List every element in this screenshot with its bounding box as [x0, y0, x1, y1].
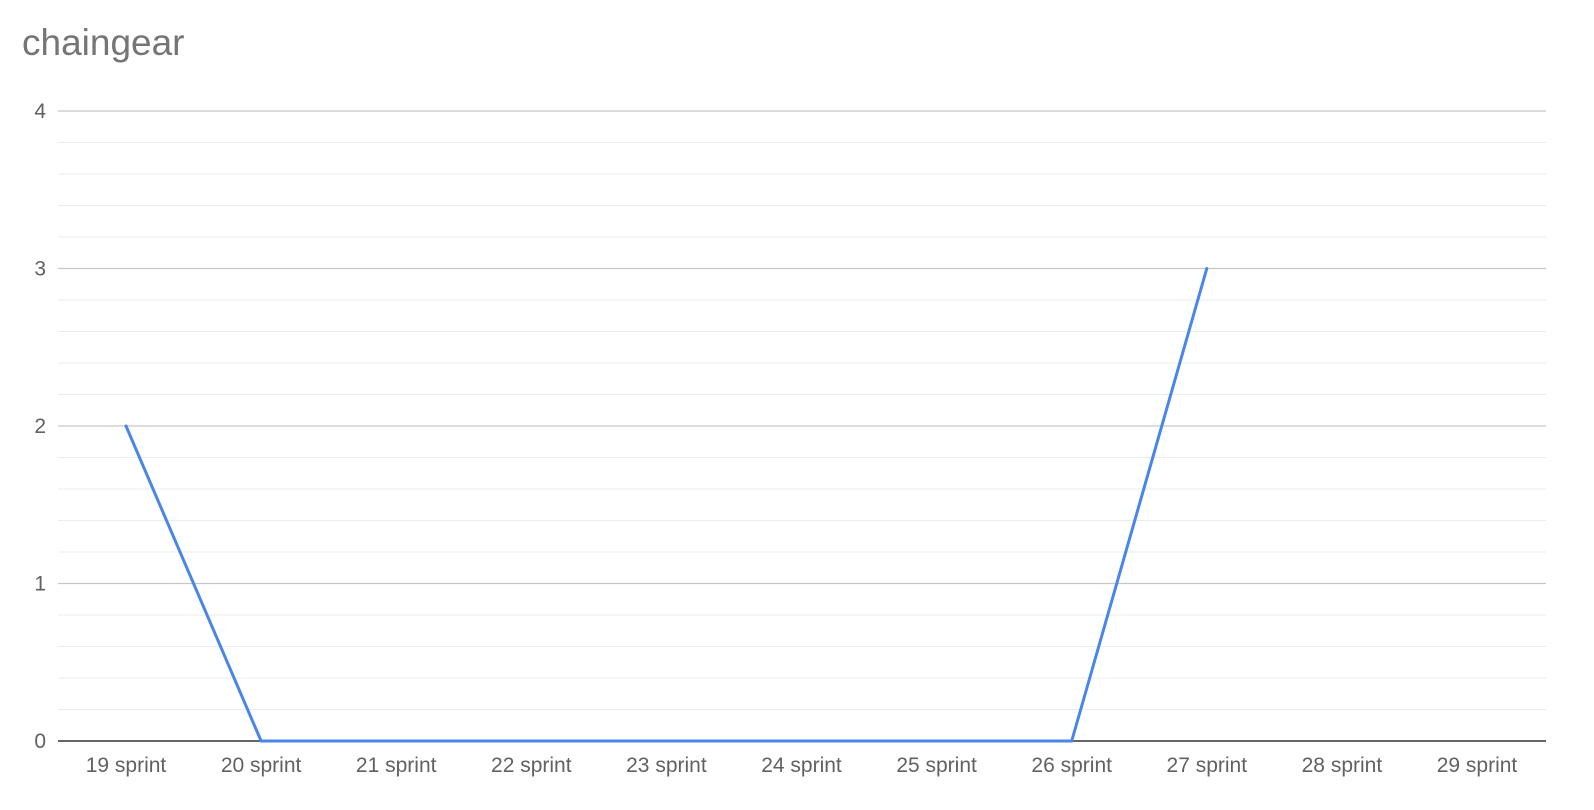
- y-tick-label: 2: [34, 415, 46, 438]
- y-tick-label: 0: [34, 730, 46, 753]
- series-layer: [124, 267, 1209, 743]
- y-axis-tick-labels: 0 1 2 3 4: [34, 100, 46, 753]
- x-tick-label: 25 sprint: [896, 754, 977, 777]
- y-tick-label: 1: [34, 573, 46, 596]
- gridlines: [58, 110, 1546, 742]
- x-tick-label: 27 sprint: [1167, 754, 1248, 777]
- data-point: [394, 739, 398, 743]
- x-tick-label: 24 sprint: [761, 754, 842, 777]
- x-tick-label: 26 sprint: [1031, 754, 1112, 777]
- data-point: [1205, 267, 1209, 270]
- x-tick-label: 29 sprint: [1437, 754, 1518, 777]
- y-tick-label: 4: [34, 100, 46, 123]
- x-tick-label: 21 sprint: [356, 754, 437, 777]
- data-point: [664, 739, 668, 743]
- data-point: [935, 739, 939, 743]
- x-tick-label: 23 sprint: [626, 754, 707, 777]
- x-tick-label: 19 sprint: [86, 754, 167, 777]
- data-point: [124, 424, 128, 428]
- chart-title: chaingear: [22, 22, 185, 63]
- data-point: [1070, 739, 1074, 743]
- data-point: [800, 739, 803, 743]
- x-tick-label: 20 sprint: [221, 754, 302, 777]
- series-line: [124, 268, 1209, 743]
- x-axis-tick-labels: 19 sprint 20 sprint 21 sprint 22 sprint 23 s…: [86, 754, 1518, 777]
- x-tick-label: 28 sprint: [1302, 754, 1383, 777]
- x-tick-label: 22 sprint: [491, 754, 572, 777]
- y-tick-label: 3: [34, 258, 46, 281]
- data-point: [529, 739, 533, 743]
- data-point: [259, 739, 263, 743]
